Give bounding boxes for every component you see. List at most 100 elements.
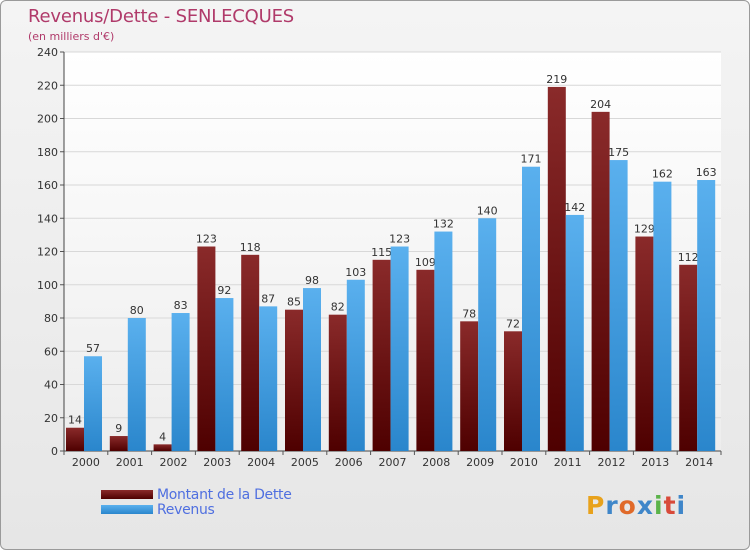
data-label-revenus: 162 — [652, 168, 673, 181]
data-label-dette: 9 — [115, 422, 122, 435]
logo-letter: x — [636, 491, 654, 520]
legend-item-revenus: Revenus — [101, 501, 292, 518]
data-label-revenus: 83 — [174, 299, 188, 312]
y-tick-label: 100 — [37, 279, 58, 292]
logo-letter: i — [654, 491, 664, 520]
data-label-revenus: 123 — [389, 233, 410, 246]
x-tick-label: 2011 — [554, 456, 582, 469]
x-tick-label: 2010 — [510, 456, 538, 469]
data-label-dette: 129 — [634, 223, 655, 236]
bar-dette — [460, 321, 479, 451]
logo-letter: t — [663, 491, 677, 520]
x-tick-label: 2001 — [116, 456, 144, 469]
legend-swatch-dette — [101, 490, 153, 499]
bar-dette — [241, 254, 260, 451]
y-tick-label: 220 — [37, 79, 58, 92]
data-label-dette: 123 — [196, 233, 217, 246]
data-label-revenus: 103 — [345, 266, 366, 279]
data-label-dette: 219 — [546, 73, 567, 86]
bar-revenus — [215, 298, 234, 451]
y-tick-label: 20 — [44, 412, 58, 425]
bar-dette — [372, 259, 391, 451]
data-label-revenus: 132 — [433, 218, 454, 231]
bar-revenus — [390, 246, 409, 451]
bar-dette — [679, 264, 698, 451]
data-label-revenus: 171 — [521, 153, 542, 166]
data-label-dette: 115 — [371, 246, 392, 259]
data-label-dette: 109 — [415, 256, 436, 269]
data-label-revenus: 87 — [261, 292, 275, 305]
y-tick-label: 40 — [44, 379, 58, 392]
data-label-revenus: 142 — [564, 201, 585, 214]
bar-dette — [66, 427, 84, 451]
y-tick-label: 200 — [37, 113, 58, 126]
plot-area: 0 20 40 60 80 100 120 140 160 180 200 220 240 2000 14 5… — [37, 46, 722, 469]
bar-dette — [328, 314, 347, 451]
legend-swatch-revenus — [101, 505, 153, 514]
bar-revenus — [84, 356, 102, 451]
data-label-revenus: 163 — [696, 166, 717, 179]
y-tick-label: 0 — [51, 445, 58, 458]
logo-letter: P — [586, 491, 606, 520]
bar-dette — [197, 246, 216, 451]
bar-revenus — [171, 313, 190, 451]
bar-dette — [153, 444, 172, 451]
x-tick-label: 2014 — [685, 456, 713, 469]
data-label-dette: 112 — [678, 251, 699, 264]
data-label-dette: 14 — [68, 414, 82, 427]
y-tick-label: 60 — [44, 345, 58, 358]
bar-dette — [109, 436, 128, 451]
bar-dette — [416, 269, 435, 451]
y-tick-label: 120 — [37, 246, 58, 259]
legend-label-dette: Montant de la Dette — [157, 486, 292, 503]
logo-letter: r — [605, 491, 619, 520]
bar-revenus — [127, 318, 146, 451]
logo-letter: o — [618, 491, 637, 520]
x-tick-label: 2000 — [72, 456, 100, 469]
data-label-revenus: 57 — [86, 342, 100, 355]
x-tick-label: 2013 — [641, 456, 669, 469]
y-tick-label: 80 — [44, 312, 58, 325]
bar-revenus — [259, 306, 278, 451]
data-label-revenus: 80 — [130, 304, 144, 317]
y-tick-label: 160 — [37, 179, 58, 192]
y-tick-label: 240 — [37, 46, 58, 59]
data-label-dette: 78 — [462, 307, 476, 320]
x-tick-label: 2004 — [247, 456, 275, 469]
logo-letter: i — [676, 491, 687, 520]
bar-revenus — [303, 288, 321, 451]
x-tick-label: 2009 — [466, 456, 494, 469]
legend-label-revenus: Revenus — [157, 501, 215, 518]
bar-dette — [635, 236, 654, 451]
data-label-dette: 72 — [506, 317, 520, 330]
x-tick-label: 2012 — [598, 456, 626, 469]
bar-revenus — [697, 180, 716, 451]
data-label-revenus: 175 — [608, 146, 629, 159]
x-tick-label: 2005 — [291, 456, 319, 469]
chart-subtitle: (en milliers d'€) — [28, 30, 115, 43]
bar-revenus — [609, 160, 628, 451]
bar-dette — [504, 331, 522, 451]
x-tick-label: 2006 — [335, 456, 363, 469]
bar-dette — [547, 86, 566, 451]
data-label-revenus: 92 — [217, 284, 231, 297]
data-label-dette: 118 — [240, 241, 261, 254]
data-label-revenus: 140 — [477, 204, 498, 217]
chart-title: Revenus/Dette - SENLECQUES — [28, 6, 294, 27]
data-label-dette: 85 — [287, 296, 301, 309]
legend: Montant de la Dette Revenus — [101, 486, 292, 518]
bar-revenus — [478, 218, 497, 451]
bar-dette — [591, 111, 610, 451]
data-label-dette: 82 — [331, 301, 345, 314]
y-tick-label: 140 — [37, 212, 58, 225]
bar-revenus — [565, 214, 584, 451]
x-tick-label: 2008 — [422, 456, 450, 469]
bar-revenus — [653, 181, 672, 452]
legend-item-dette: Montant de la Dette — [101, 486, 292, 503]
bar-revenus — [522, 166, 540, 451]
bar-dette — [285, 309, 303, 451]
proxiti-logo: Proxiti — [586, 491, 686, 520]
bar-revenus — [346, 279, 365, 451]
x-tick-label: 2003 — [203, 456, 231, 469]
